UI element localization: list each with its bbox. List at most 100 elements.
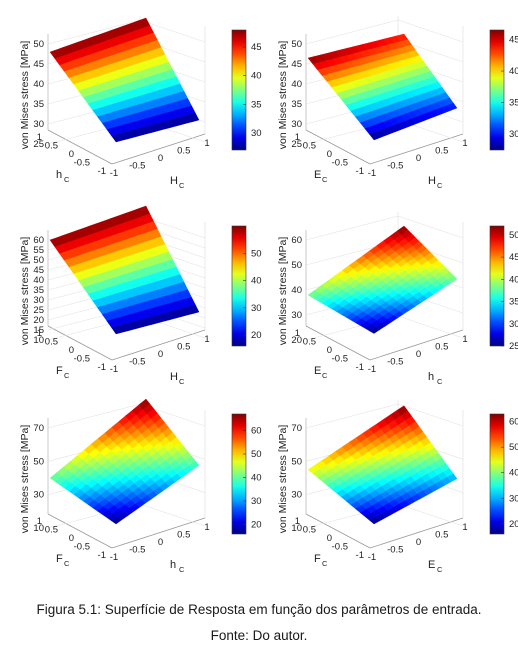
grid-line — [47, 403, 141, 429]
colorbar-tick-label: 60 — [509, 417, 518, 428]
z-tick-label: 60 — [33, 235, 44, 246]
y-tick-label: -1 — [356, 362, 364, 373]
axis-line — [111, 517, 206, 549]
colorbar-tick-label: 60 — [251, 425, 262, 436]
axis-line — [305, 325, 371, 361]
x-tick-label: 1 — [204, 138, 209, 149]
x-axis-label-subscript: C — [179, 377, 185, 386]
y-tick-label: 1 — [37, 516, 42, 527]
z-tick-label: 30 — [33, 490, 44, 501]
colorbar-tick-label: 30 — [509, 129, 518, 140]
z-tick-label: 20 — [291, 335, 302, 346]
z-tick-label: 10 — [291, 523, 302, 534]
z-tick-label: 20 — [33, 315, 44, 326]
y-tick-label: 0.5 — [303, 337, 316, 348]
colorbar-tick-label: 20 — [251, 330, 262, 341]
colorbar-tick-label: 40 — [509, 468, 518, 479]
x-axis-label-subscript: C — [179, 181, 185, 190]
x-tick-label: 1 — [462, 138, 467, 149]
x-tick-label: -0.5 — [129, 161, 145, 172]
surface-mesh — [307, 225, 458, 334]
x-tick-label: -1 — [110, 552, 118, 563]
x-tick-label: 0 — [158, 153, 163, 164]
y-tick-label: -1 — [98, 362, 106, 373]
colorbar-tick-label: 20 — [509, 519, 518, 530]
colorbar-tick-label: 50 — [509, 230, 518, 241]
y-axis-label-subscript: C — [322, 175, 328, 184]
x-tick-label: 0.5 — [435, 530, 448, 541]
z-tick-label: 25 — [291, 139, 302, 150]
figure-source: Fonte: Do autor. — [210, 628, 308, 643]
axis-line — [305, 129, 371, 165]
z-axis-label: von Mises stress [MPa] — [277, 237, 289, 346]
x-axis-label: h — [428, 371, 434, 383]
x-tick-label: -0.5 — [129, 545, 145, 556]
z-tick-label: 70 — [291, 423, 302, 434]
colorbar-tick-label: 25 — [509, 341, 518, 352]
z-tick-label: 50 — [33, 39, 44, 50]
y-tick-label: 0 — [327, 533, 332, 544]
figure-panel-grid: 25 30 35 40 45 50 1 0.5 0 -0.5 -1 -1 -0.5 0 0.5 1 von Mi… — [19, 16, 518, 574]
axis-line — [47, 129, 113, 165]
colorbar — [231, 29, 247, 151]
y-axis-label-subscript: C — [322, 559, 328, 568]
y-axis-label: F — [56, 553, 63, 565]
x-tick-label: -1 — [368, 168, 376, 179]
x-axis-label: H — [170, 371, 178, 383]
y-tick-label: -0.5 — [74, 542, 90, 553]
x-tick-label: 0 — [416, 153, 421, 164]
surface-patch — [138, 17, 151, 28]
y-axis-label-subscript: C — [64, 175, 70, 184]
colorbar-tick-label: 30 — [251, 303, 262, 314]
colorbar-tick-label: 50 — [251, 248, 262, 259]
z-tick-label: 10 — [33, 335, 44, 346]
z-tick-label: 40 — [33, 275, 44, 286]
z-axis-label: von Mises stress [MPa] — [277, 41, 289, 150]
surface-mesh — [49, 17, 200, 143]
y-tick-label: -0.5 — [74, 158, 90, 169]
x-axis-label: H — [170, 175, 178, 187]
y-tick-label: 0 — [69, 345, 74, 356]
y-tick-label: -0.5 — [332, 158, 348, 169]
x-axis-label-subscript: C — [179, 565, 185, 574]
colorbar-tick-label: 45 — [509, 34, 518, 45]
grid-line — [397, 315, 464, 339]
colorbar-tick-label: 30 — [251, 128, 262, 139]
z-axis-label: von Mises stress [MPa] — [19, 41, 31, 150]
surface-patch — [138, 205, 151, 217]
x-tick-label: -0.5 — [129, 357, 145, 368]
x-tick-label: -1 — [368, 552, 376, 563]
y-axis-label: E — [314, 365, 321, 377]
x-tick-label: 0 — [416, 349, 421, 360]
axis-line — [369, 517, 464, 549]
y-tick-label: -1 — [356, 550, 364, 561]
x-tick-label: 1 — [462, 334, 467, 345]
x-tick-label: 0 — [416, 537, 421, 548]
colorbar-tick-label: 35 — [509, 98, 518, 109]
colorbar-tick-label: 30 — [509, 319, 518, 330]
x-tick-label: 0.5 — [435, 342, 448, 353]
grid-line — [305, 403, 399, 429]
colorbar — [489, 29, 505, 151]
z-tick-label: 45 — [291, 59, 302, 70]
surface-patch — [138, 398, 151, 410]
z-tick-label: 15 — [33, 325, 44, 336]
colorbar-tick-label: 50 — [509, 442, 518, 453]
axis-line — [47, 513, 113, 549]
x-axis-label-subscript: C — [437, 565, 443, 574]
y-tick-label: 0.5 — [303, 141, 316, 152]
x-tick-label: -0.5 — [387, 161, 403, 172]
y-tick-label: 0.5 — [45, 141, 58, 152]
z-tick-label: 70 — [33, 423, 44, 434]
grid-line — [397, 215, 464, 239]
y-tick-label: 0 — [327, 345, 332, 356]
grid-line — [397, 403, 464, 427]
z-tick-label: 30 — [291, 310, 302, 321]
colorbar-tick-label: 30 — [251, 496, 262, 507]
z-tick-label: 45 — [33, 265, 44, 276]
x-axis-label-subscript: C — [437, 181, 443, 190]
